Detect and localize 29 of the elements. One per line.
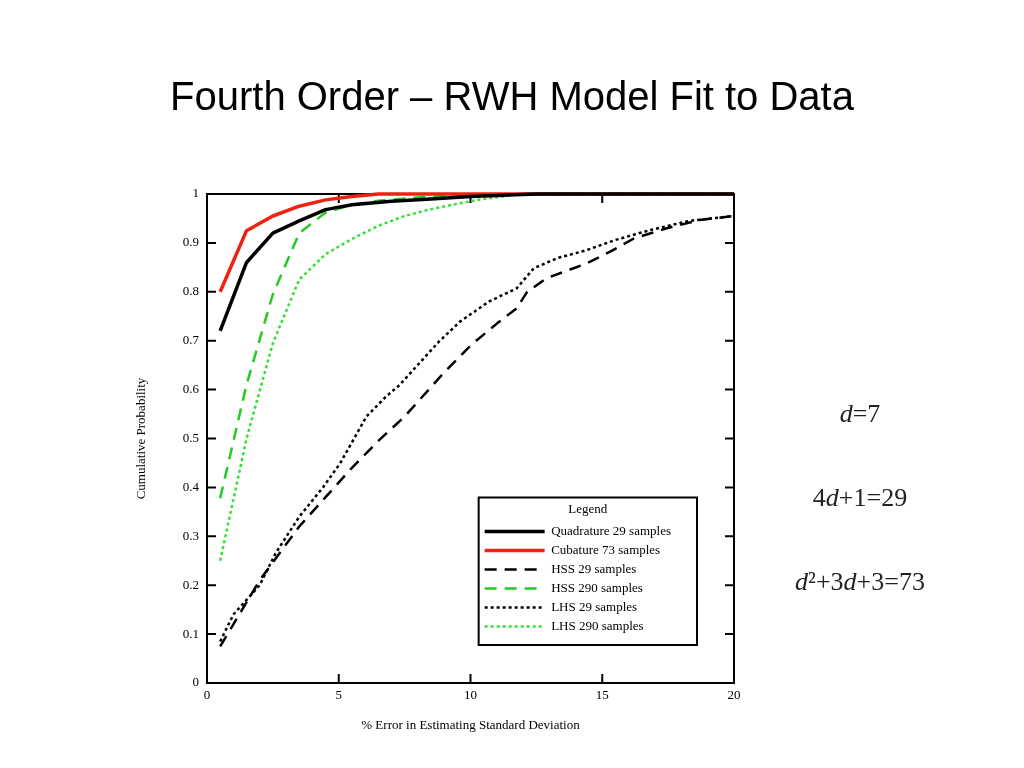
x-tick-label: 0 <box>203 687 211 703</box>
text: d=7 <box>838 398 882 430</box>
x-tick-label: 20 <box>727 687 741 703</box>
legend-label: HSS 290 samples <box>551 579 643 595</box>
y-tick-label: 0.2 <box>182 576 199 592</box>
x-axis-title: % Error in Estimating Standard Deviation <box>361 716 581 732</box>
y-tick-label: 0.5 <box>182 429 199 445</box>
legend-label: LHS 29 samples <box>551 598 638 614</box>
y-tick-label: 0.1 <box>182 625 199 641</box>
x-tick-label: 15 <box>595 687 609 703</box>
y-tick-label: 0.9 <box>182 234 199 250</box>
y-tick-label: 0.8 <box>182 283 199 299</box>
x-tick-label: 5 <box>335 687 342 703</box>
y-axis-title: Cumulative Probability <box>133 377 149 500</box>
legend-label: HSS 29 samples <box>551 560 637 576</box>
x-tick-label: 10 <box>464 687 477 703</box>
chart-title: Fourth Order – RWH Model Fit to Data <box>169 73 855 120</box>
y-tick-label: 0 <box>192 674 199 690</box>
legend-label: LHS 290 samples <box>551 617 644 633</box>
y-tick-label: 0.6 <box>182 381 200 397</box>
legend-title: Legend <box>568 501 608 517</box>
y-tick-label: 0.7 <box>182 332 200 348</box>
y-tick-label: 0.4 <box>182 478 200 494</box>
legend-label: Cubature 73 samples <box>551 541 661 557</box>
y-tick-label: 0.3 <box>182 527 199 543</box>
text: 4d+1=29 <box>811 482 909 514</box>
legend-label: Quadrature 29 samples <box>551 522 672 538</box>
y-tick-label: 1 <box>192 185 199 201</box>
text: d²+3d+3=73 <box>795 567 925 596</box>
